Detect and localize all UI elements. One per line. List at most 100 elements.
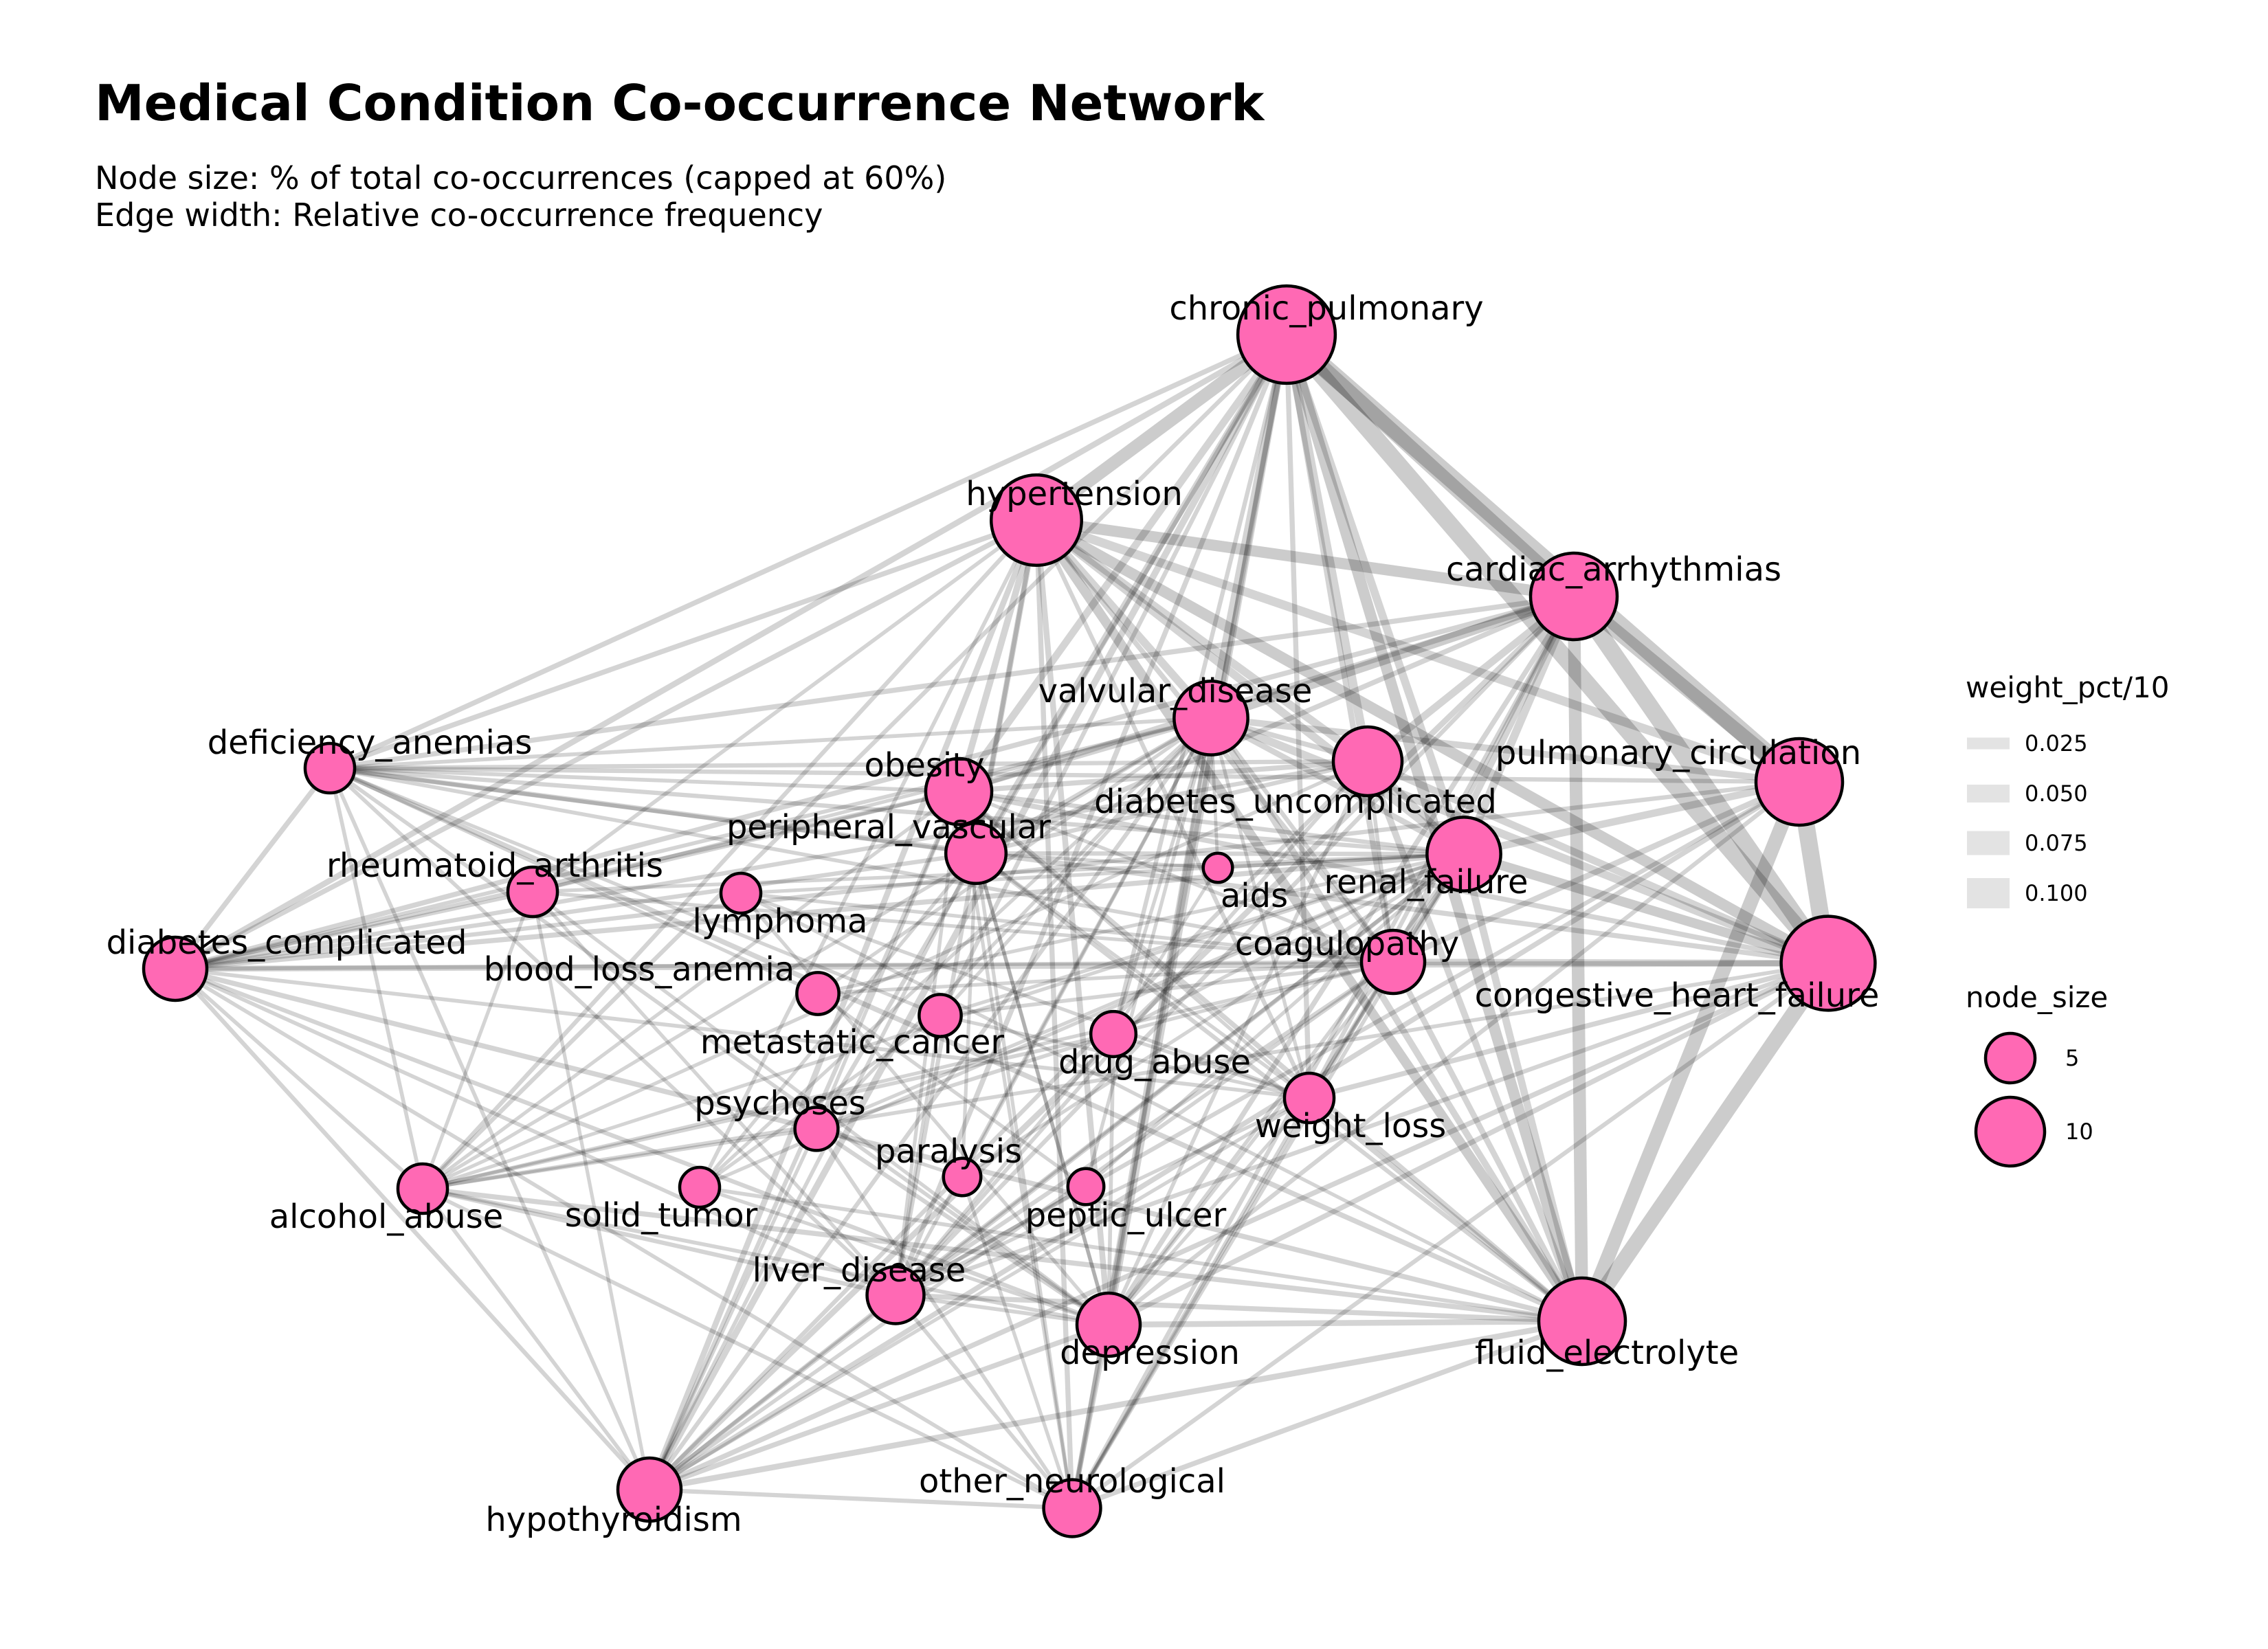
edge-pulmonary_circulation-liver_disease (894, 780, 1801, 1297)
edge-diabetes_complicated-coagulopathy (175, 960, 1394, 971)
node-label-depression: depression (1060, 1334, 1240, 1372)
node-deficiency_anemias[interactable] (303, 741, 357, 795)
node-paralysis[interactable] (942, 1156, 983, 1198)
node-fluid_electrolyte[interactable] (1537, 1276, 1627, 1367)
node-diabetes_complicated[interactable] (142, 935, 209, 1002)
node-label-lymphoma: lymphoma (693, 902, 868, 941)
edge-fluid_electrolyte-diabetes_uncomplicated (1364, 760, 1586, 1323)
edge-diabetes_complicated-weight_loss (175, 967, 1310, 1100)
edge-rheumatoid_arthritis-alcohol_abuse (421, 891, 535, 1189)
edge-depression-valvular_disease (1107, 717, 1213, 1325)
edge-chronic_pulmonary-diabetes_complicated (173, 332, 1289, 972)
node-label-renal_failure: renal_failure (1324, 863, 1528, 901)
edge-diabetes_complicated-rheumatoid_arthritis (175, 890, 533, 971)
node-peripheral_vascular[interactable] (944, 821, 1008, 886)
edge-pulmonary_circulation-coagulopathy (1392, 779, 1801, 965)
edge-fluid_electrolyte-depression (1108, 1318, 1583, 1328)
edge-renal_failure-valvular_disease (1209, 715, 1466, 857)
node-hypertension[interactable] (989, 473, 1084, 568)
node-label-valvular_disease: valvular_disease (1038, 672, 1313, 710)
node-other_neurological[interactable] (1042, 1478, 1102, 1538)
node-metastatic_cancer[interactable] (918, 993, 963, 1038)
node-liver_disease[interactable] (865, 1265, 926, 1325)
node-label-alcohol_abuse: alcohol_abuse (269, 1198, 503, 1236)
edge-pulmonary_circulation-depression (1107, 780, 1801, 1327)
node-drug_abuse[interactable] (1089, 1009, 1138, 1059)
edge-metastatic_cancer-solid_tumor (698, 1013, 942, 1189)
node-peptic_ulcer[interactable] (1066, 1167, 1106, 1207)
node-chronic_pulmonary[interactable] (1236, 284, 1337, 385)
node-label-hypertension: hypertension (966, 475, 1182, 513)
edge-hypertension-renal_failure (1034, 517, 1467, 857)
edge-chronic_pulmonary-valvular_disease (1207, 333, 1291, 719)
node-renal_failure[interactable] (1425, 816, 1502, 893)
edge-deficiency_anemias-peripheral_vascular (329, 766, 977, 855)
edge-hypothyroidism-alcohol_abuse (421, 1187, 652, 1491)
edge-renal_failure-obesity (958, 789, 1465, 857)
page-title: Medical Condition Co-occurrence Network (95, 74, 1265, 132)
subtitle-line-2: Edge width: Relative co-occurrence frequ… (95, 197, 823, 234)
edge-cardiac_arrhythmias-valvular_disease (1209, 592, 1576, 723)
edge-hypertension-weight_loss (1034, 519, 1311, 1099)
node-depression[interactable] (1075, 1291, 1142, 1358)
edge-fluid_electrolyte-deficiency_anemias (329, 765, 1583, 1324)
node-label-hypothyroidism: hypothyroidism (485, 1501, 742, 1539)
node-obesity[interactable] (924, 756, 994, 827)
edge-deficiency_anemias-blood_loss_anemia (329, 766, 819, 996)
node-label-fluid_electrolyte: fluid_electrolyte (1475, 1334, 1739, 1372)
edge-hypothyroidism-diabetes_uncomplicated (647, 759, 1370, 1492)
edge-pulmonary_circulation-fluid_electrolyte (1575, 779, 1806, 1324)
edge-psychoses-obesity (814, 790, 961, 1130)
edge-peptic_ulcer-liver_disease (894, 1185, 1087, 1297)
node-aids[interactable] (1201, 851, 1234, 884)
node-alcohol_abuse[interactable] (396, 1162, 449, 1215)
node-label-diabetes_uncomplicated: diabetes_uncomplicated (1094, 783, 1497, 821)
node-pulmonary_circulation[interactable] (1754, 737, 1845, 827)
edge-deficiency_anemias-alcohol_abuse (328, 767, 425, 1189)
edge-paralysis-renal_failure (961, 852, 1465, 1179)
node-label-metastatic_cancer: metastatic_cancer (700, 1023, 1004, 1062)
edge-hypertension-fluid_electrolyte (1032, 517, 1586, 1324)
edge-fluid_electrolyte-other_neurological (1071, 1319, 1583, 1511)
node-valvular_disease[interactable] (1172, 680, 1249, 756)
edge-rheumatoid_arthritis-liver_disease (531, 890, 897, 1297)
edge-fluid_electrolyte-solid_tumor (699, 1185, 1583, 1323)
edge-hypertension-rheumatoid_arthritis (531, 518, 1038, 894)
edge-peripheral_vascular-paralysis (960, 853, 978, 1178)
edge-aids-peripheral_vascular (975, 851, 1219, 870)
edge-metastatic_cancer-valvular_disease (939, 717, 1212, 1017)
node-label-coagulopathy: coagulopathy (1235, 925, 1459, 963)
node-hypothyroidism[interactable] (616, 1456, 683, 1523)
node-congestive_heart_failure[interactable] (1779, 915, 1877, 1012)
edge-hypertension-cardiac_arrhythmias (1035, 514, 1575, 603)
node-rheumatoid_arthritis[interactable] (506, 865, 559, 919)
node-blood_loss_anemia[interactable] (795, 971, 841, 1016)
node-solid_tumor[interactable] (678, 1165, 722, 1209)
node-label-liver_disease: liver_disease (753, 1251, 966, 1290)
node-label-paralysis: paralysis (875, 1132, 1022, 1171)
edge-diabetes_uncomplicated-peripheral_vascular (975, 759, 1368, 856)
edge-liver_disease-metastatic_cancer (893, 1015, 942, 1296)
node-label-psychoses: psychoses (694, 1084, 866, 1123)
node-label-peptic_ulcer: peptic_ulcer (1025, 1196, 1227, 1235)
edge-lymphoma-coagulopathy (740, 891, 1394, 964)
node-coagulopathy[interactable] (1359, 928, 1427, 996)
edge-blood_loss_anemia-renal_failure (817, 852, 1465, 996)
edge-pulmonary_circulation-deficiency_anemias (329, 765, 1800, 785)
edge-aids-drug_abuse (1111, 866, 1220, 1035)
node-diabetes_uncomplicated[interactable] (1331, 725, 1404, 798)
node-lymphoma[interactable] (719, 871, 763, 915)
edge-metastatic_cancer-weight_loss (940, 1013, 1310, 1100)
edge-depression-psychoses (815, 1127, 1110, 1327)
node-weight_loss[interactable] (1282, 1071, 1336, 1125)
edge-congestive_heart_failure-hypothyroidism (648, 961, 1830, 1492)
edge-valvular_disease-obesity (958, 715, 1212, 794)
legend-edge-title: weight_pct/10 (1966, 671, 2169, 704)
node-psychoses[interactable] (793, 1106, 840, 1152)
node-label-chronic_pulmonary: chronic_pulmonary (1169, 289, 1483, 328)
node-label-congestive_heart_failure: congestive_heart_failure (1475, 976, 1880, 1015)
node-cardiac_arrhythmias[interactable] (1528, 551, 1619, 642)
edge-diabetes_complicated-diabetes_uncomplicated (175, 759, 1368, 972)
edge-deficiency_anemias-diabetes_uncomplicated (329, 759, 1368, 771)
